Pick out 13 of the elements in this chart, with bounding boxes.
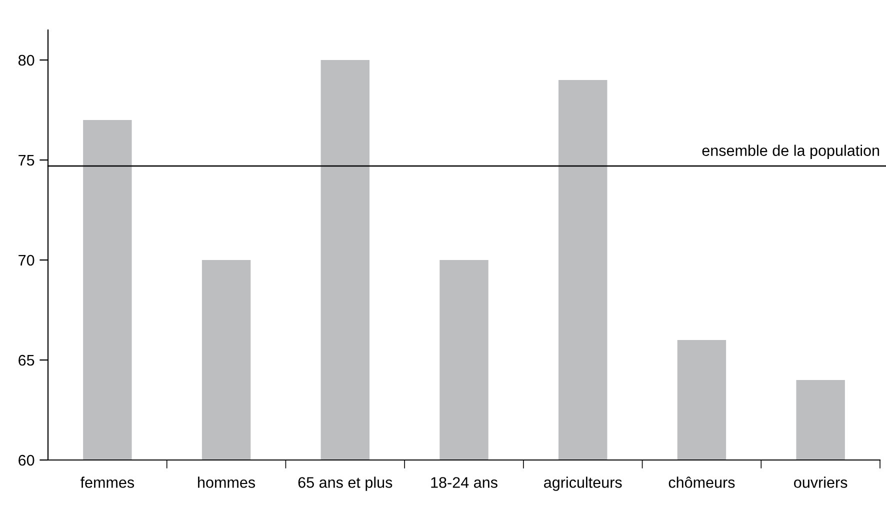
y-tick-label: 70 [18,254,34,266]
y-tick-label: 65 [18,354,34,366]
x-tick-label: agriculteurs [544,476,622,491]
y-tick-label: 75 [18,155,34,166]
x-tick-label: 18-24 ans [431,477,498,488]
x-tick-label: ouvriers [794,476,848,488]
x-tick-label: chômeurs [668,476,735,488]
y-tick-label: 80 [18,54,34,66]
x-tick-label: femmes [80,476,134,488]
x-tick-label: 65 ans et plus [298,476,392,491]
y-tick-label: 60 [18,454,34,466]
x-tick-label: hommes [198,476,256,488]
ref-line-label: ensemble de la population [702,144,880,159]
